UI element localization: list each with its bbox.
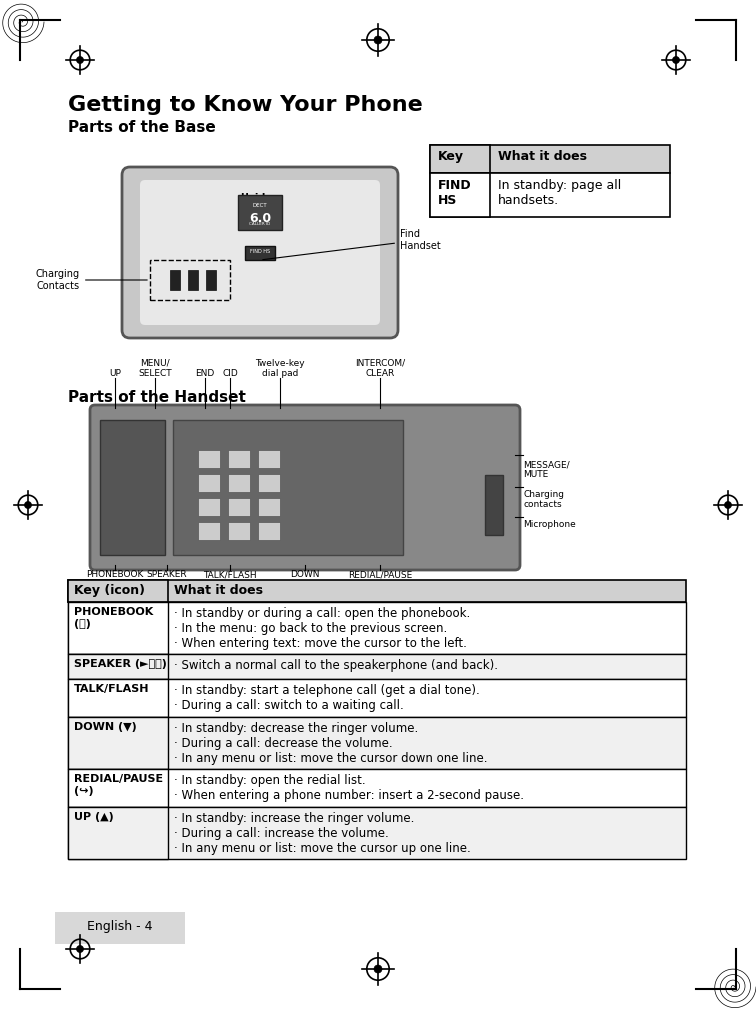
Text: DOWN (▼): DOWN (▼) [74,722,137,732]
Text: FIND HS: FIND HS [250,249,270,254]
Bar [68,769,168,807]
FancyBboxPatch shape [140,180,380,325]
Bar [100,420,165,555]
Bar [228,498,250,516]
Bar [68,602,168,654]
Bar [485,475,503,535]
Text: CID: CID [222,369,238,378]
Text: UP: UP [109,369,121,378]
Text: · In standby or during a call: open the phonebook.
· In the menu: go back to the: · In standby or during a call: open the … [174,607,470,650]
Bar [430,145,490,173]
Circle shape [374,36,382,44]
Text: TALK/FLASH: TALK/FLASH [203,570,257,579]
Circle shape [76,945,83,952]
Circle shape [374,965,382,973]
Bar [258,474,280,492]
Circle shape [76,57,83,64]
Text: English - 4: English - 4 [87,920,153,933]
Text: Microphone: Microphone [523,520,576,529]
Text: MESSAGE/
MUTE: MESSAGE/ MUTE [523,460,569,479]
Bar [170,270,180,290]
Text: Parts of the Base: Parts of the Base [68,120,215,135]
Bar [245,246,275,260]
Text: · Switch a normal call to the speakerphone (and back).: · Switch a normal call to the speakerpho… [174,659,498,672]
Bar [68,654,686,679]
Text: PHONEBOOK: PHONEBOOK [86,570,144,579]
Bar [430,173,490,217]
Circle shape [724,501,732,509]
Bar [68,654,168,679]
Bar [68,807,686,859]
Bar [198,498,220,516]
Text: CALLER ID: CALLER ID [249,222,271,226]
Text: END: END [195,369,215,378]
Text: Uniden: Uniden [240,193,280,203]
Bar [150,260,230,300]
Text: Key: Key [438,150,464,163]
Bar [228,474,250,492]
Text: 6.0: 6.0 [249,212,271,225]
Bar [258,450,280,468]
Bar [188,270,198,290]
Bar [68,717,686,769]
Bar [68,679,168,717]
Text: PHONEBOOK
(Ⓜ): PHONEBOOK (Ⓜ) [74,607,153,629]
FancyBboxPatch shape [90,405,520,570]
Bar [258,498,280,516]
FancyBboxPatch shape [122,167,398,338]
Bar [228,450,250,468]
Bar [68,580,168,602]
Text: Find
Handset: Find Handset [263,229,441,259]
Bar [430,173,670,217]
Bar [173,420,403,555]
Text: What it does: What it does [174,584,263,597]
Text: Twelve-key
dial pad: Twelve-key dial pad [256,358,305,378]
Bar [258,522,280,540]
Text: REDIAL/PAUSE: REDIAL/PAUSE [348,570,412,579]
Text: SPEAKER: SPEAKER [147,570,187,579]
Text: · In standby: increase the ringer volume.
· During a call: increase the volume.
: · In standby: increase the ringer volume… [174,812,471,855]
Text: Parts of the Handset: Parts of the Handset [68,390,246,405]
Text: In standby: page all
handsets.: In standby: page all handsets. [498,179,621,207]
Bar [238,195,282,230]
Text: Charging
contacts: Charging contacts [523,490,564,510]
Bar [68,769,686,807]
Text: FIND
HS: FIND HS [438,179,472,207]
Text: · In standby: open the redial list.
· When entering a phone number: insert a 2-s: · In standby: open the redial list. · Wh… [174,774,524,802]
Bar [68,679,686,717]
Bar [55,912,185,944]
Circle shape [673,57,680,64]
Bar [68,807,168,859]
Bar [68,602,686,654]
Text: Key (icon): Key (icon) [74,584,145,597]
Bar [198,450,220,468]
Circle shape [24,501,32,509]
Text: What it does: What it does [498,150,587,163]
Bar [68,580,686,602]
Bar [198,474,220,492]
Text: DECT: DECT [253,203,268,208]
Text: INTERCOM/
CLEAR: INTERCOM/ CLEAR [355,358,405,378]
Bar [68,717,168,769]
Bar [430,145,670,173]
Text: UP (▲): UP (▲) [74,812,113,822]
Text: SPEAKER (►⧖⧖): SPEAKER (►⧖⧖) [74,659,167,669]
Text: · In standby: decrease the ringer volume.
· During a call: decrease the volume.
: · In standby: decrease the ringer volume… [174,722,488,765]
Bar [198,522,220,540]
Text: MENU/
SELECT: MENU/ SELECT [138,358,172,378]
Text: · In standby: start a telephone call (get a dial tone).
· During a call: switch : · In standby: start a telephone call (ge… [174,684,480,712]
Bar [206,270,216,290]
Bar [228,522,250,540]
Text: Getting to Know Your Phone: Getting to Know Your Phone [68,95,423,115]
Text: DOWN: DOWN [290,570,320,579]
Text: Charging
Contacts: Charging Contacts [36,269,147,291]
Text: TALK/FLASH: TALK/FLASH [74,684,150,694]
Text: REDIAL/PAUSE
(↪): REDIAL/PAUSE (↪) [74,774,163,796]
